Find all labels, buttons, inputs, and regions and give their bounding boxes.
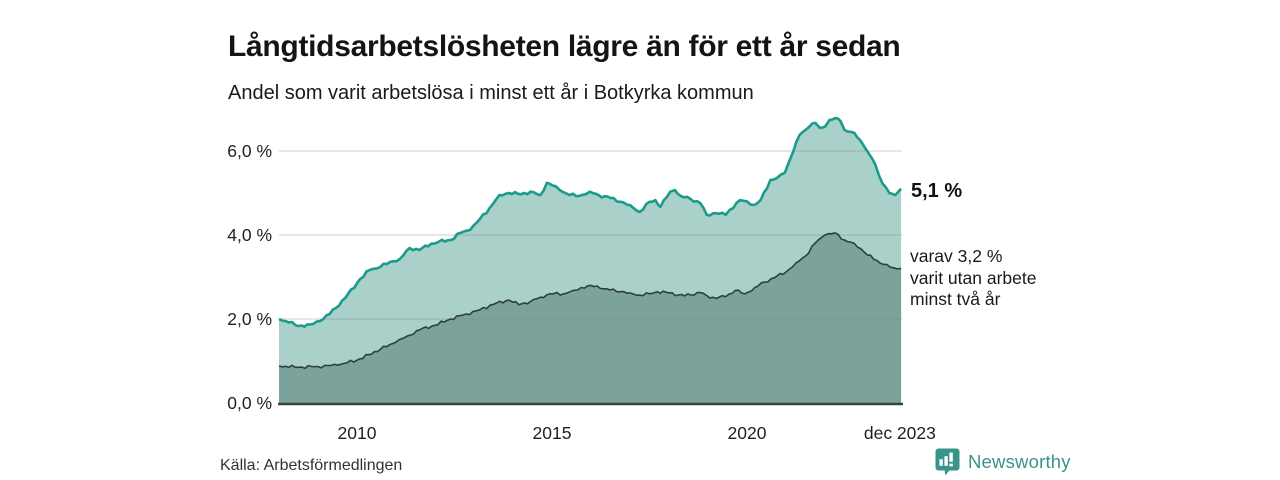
secondary-value-line: varav 3,2 % xyxy=(910,246,1003,266)
chart-subtitle: Andel som varit arbetslösa i minst ett å… xyxy=(228,82,754,104)
line-unemployed-one-year xyxy=(278,116,903,328)
page-title: Långtidsarbetslösheten lägre än för ett … xyxy=(228,30,901,64)
y-axis-label: 0,0 % xyxy=(227,393,272,413)
y-axis-label: 4,0 % xyxy=(227,225,272,245)
x-axis-label: 2010 xyxy=(338,423,377,443)
area-unemployed-two-years xyxy=(279,232,902,403)
x-axis-label: dec 2023 xyxy=(864,423,936,443)
x-axis-label: 2015 xyxy=(533,423,572,443)
y-axis-label: 6,0 % xyxy=(227,141,272,161)
secondary-value-line: minst två år xyxy=(910,289,1001,309)
secondary-value-line: varit utan arbete xyxy=(910,267,1037,288)
source-note: Källa: Arbetsförmedlingen xyxy=(220,457,403,474)
newsworthy-wordmark: Newsworthy xyxy=(968,451,1071,472)
newsworthy-logo-icon xyxy=(935,448,960,476)
x-axis-label: 2020 xyxy=(728,423,767,443)
newsworthy-brand: Newsworthy xyxy=(934,448,1071,478)
secondary-value-label: varav 3,2 % varit utan arbete minst två … xyxy=(910,246,1036,311)
latest-value-label: 5,1 % xyxy=(911,180,963,202)
line-unemployed-two-years xyxy=(278,232,902,370)
y-axis-label: 2,0 % xyxy=(227,309,272,329)
